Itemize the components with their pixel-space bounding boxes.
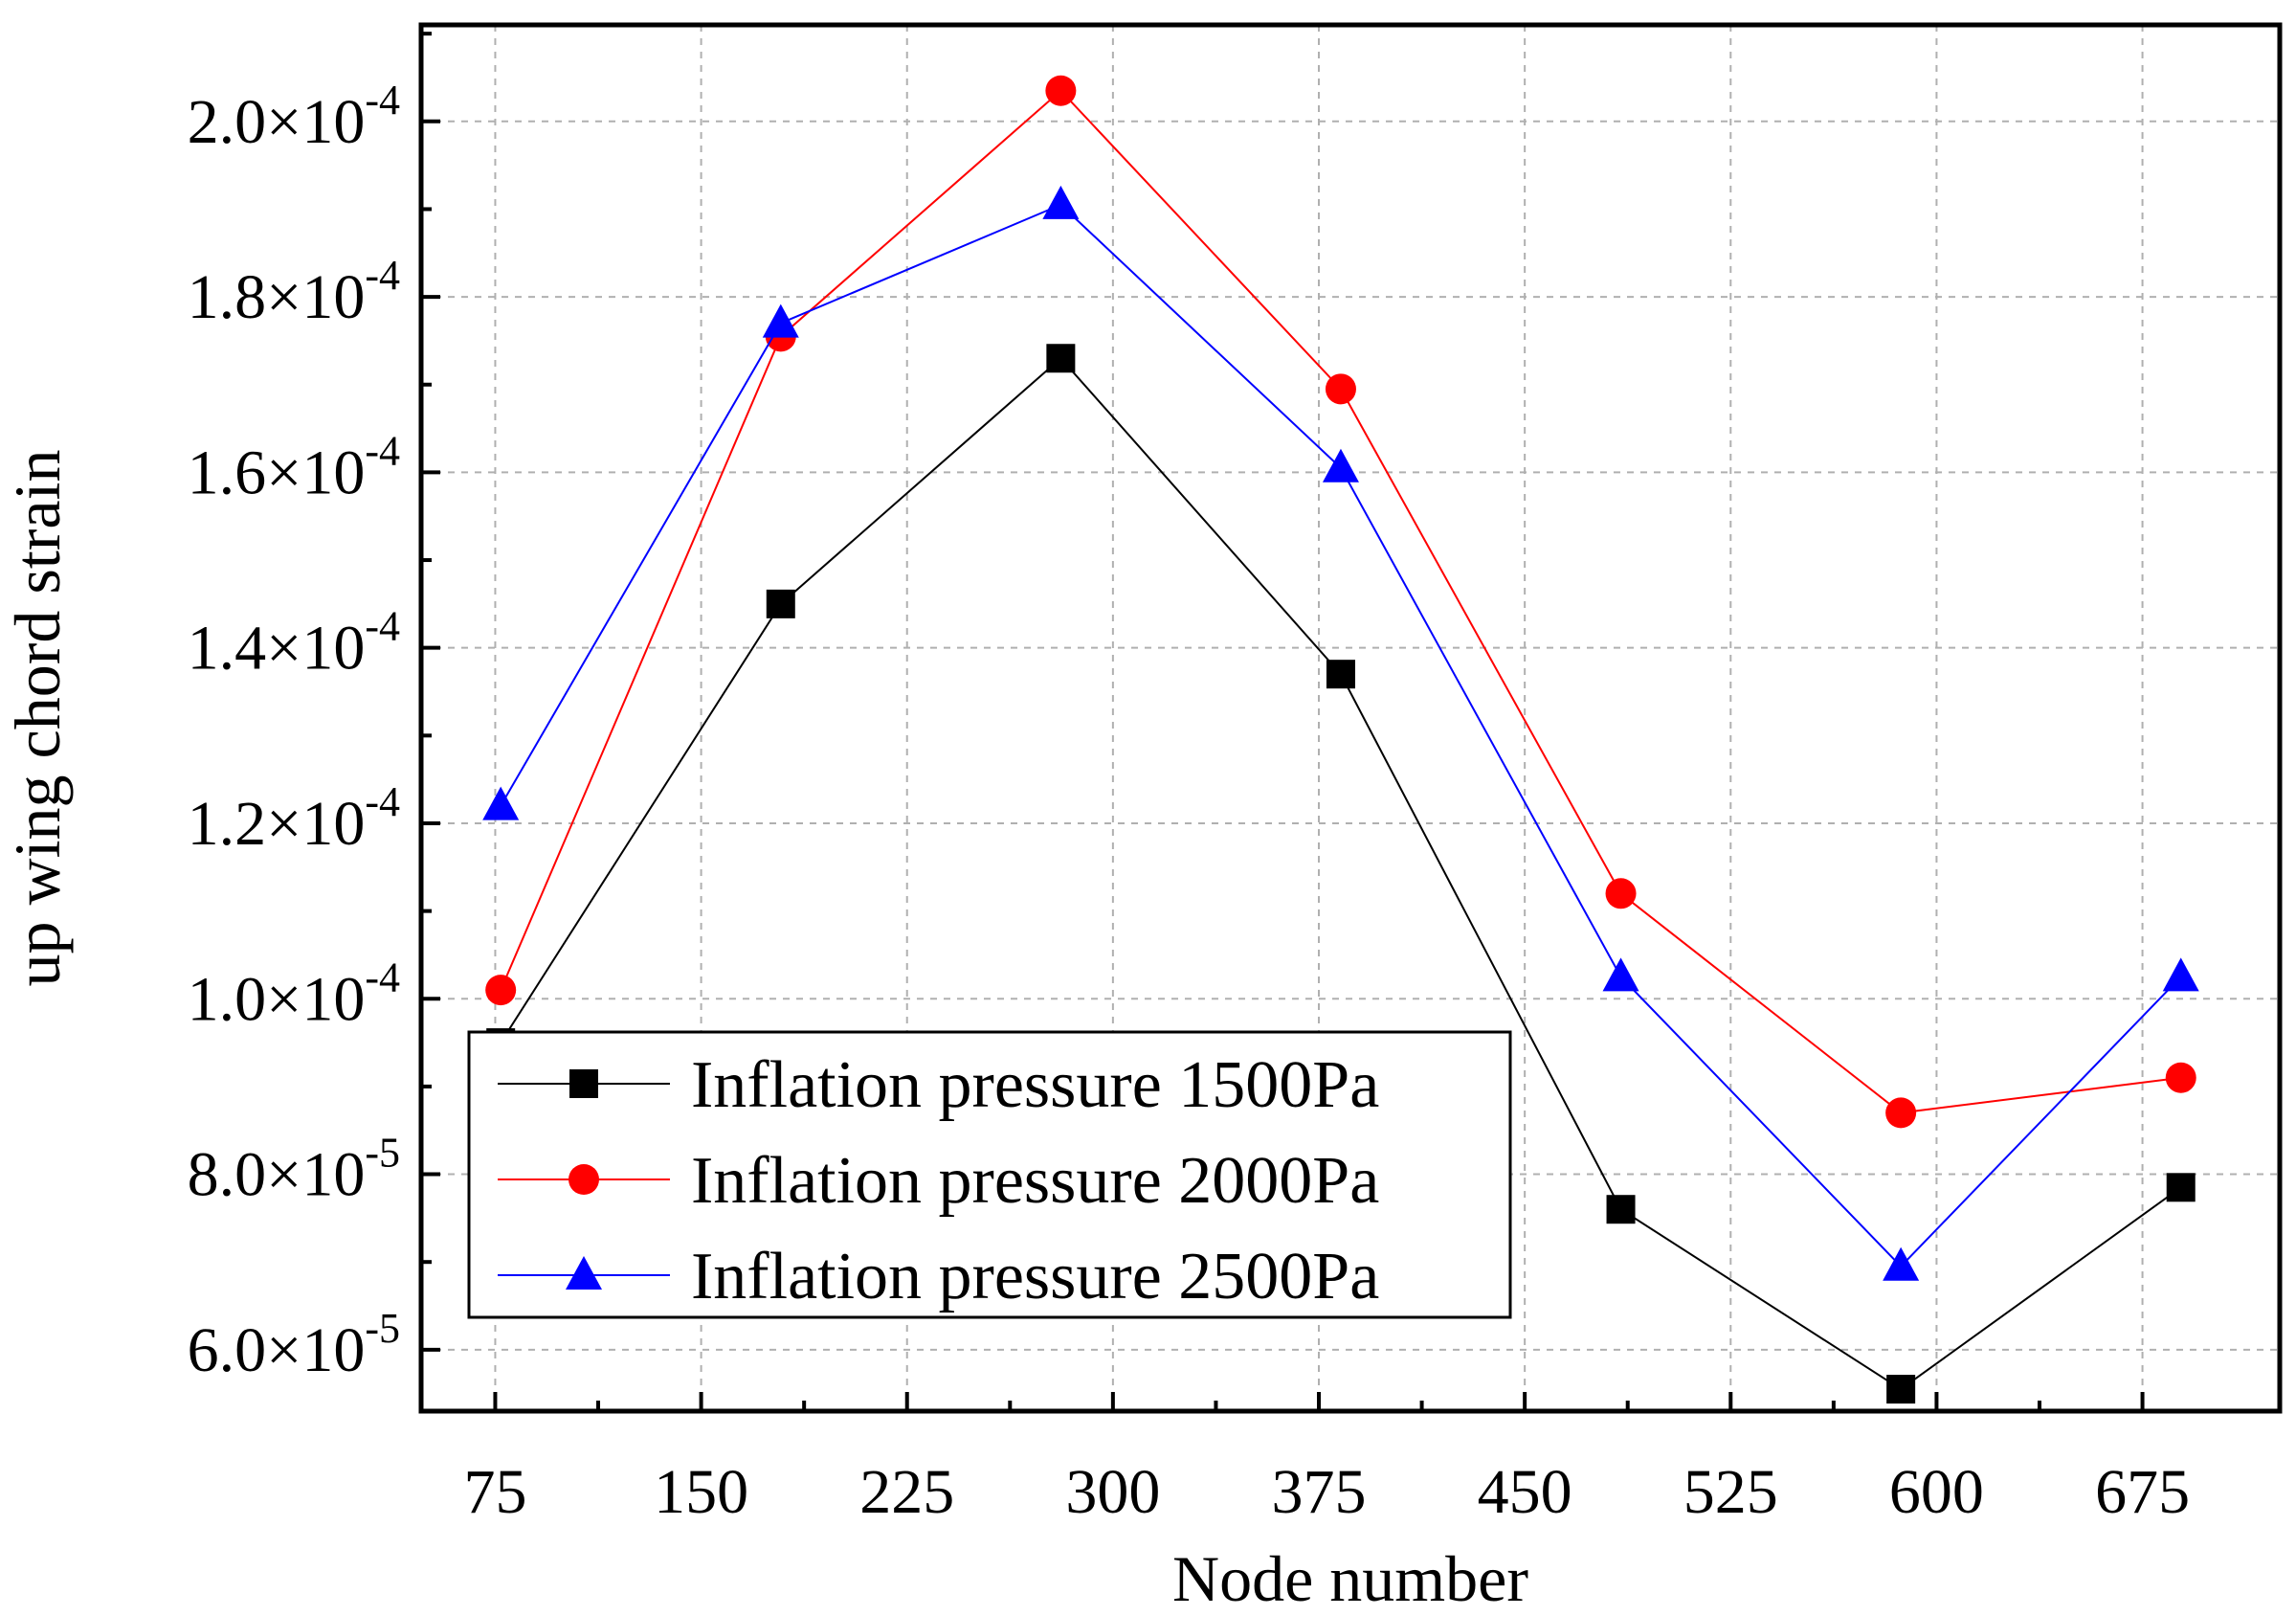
legend-marker-square <box>569 1069 598 1098</box>
data-point-triangle <box>1322 448 1359 483</box>
data-point-square <box>1886 1375 1916 1404</box>
data-point-circle <box>1605 878 1637 909</box>
y-tick-label: 2.0×10-4 <box>188 77 400 157</box>
y-tick-mantissa: 1.2×10 <box>188 789 366 859</box>
data-point-triangle <box>2162 957 2199 992</box>
series-inflation-pressure-2000pa <box>485 75 2196 1129</box>
x-tick-label: 300 <box>1065 1457 1160 1527</box>
data-point-square <box>2166 1173 2196 1202</box>
x-axis-title: Node number <box>1172 1542 1528 1615</box>
y-tick-mantissa: 8.0×10 <box>188 1140 366 1210</box>
y-tick-exponent: -4 <box>365 603 400 650</box>
data-point-square <box>1326 660 1355 689</box>
y-tick-exponent: -5 <box>365 1130 400 1177</box>
x-tick-label: 75 <box>463 1457 526 1527</box>
x-tick-label: 150 <box>654 1457 748 1527</box>
data-point-square <box>766 589 795 618</box>
x-tick-label: 675 <box>2095 1457 2190 1527</box>
y-tick-label: 6.0×10-5 <box>188 1305 400 1385</box>
y-tick-exponent: -4 <box>365 427 400 474</box>
y-tick-label: 1.4×10-4 <box>188 603 400 684</box>
data-point-square <box>1606 1195 1636 1224</box>
x-tick-label: 450 <box>1478 1457 1572 1527</box>
data-point-circle <box>1325 373 1356 405</box>
data-point-circle <box>485 975 517 1006</box>
y-tick-exponent: -5 <box>365 1305 400 1352</box>
y-tick-label: 8.0×10-5 <box>188 1130 400 1210</box>
legend-label: Inflation pressure 1500Pa <box>691 1048 1379 1122</box>
y-tick-exponent: -4 <box>365 778 400 825</box>
legend-label: Inflation pressure 2000Pa <box>691 1144 1379 1218</box>
data-point-triangle <box>762 303 799 338</box>
y-tick-mantissa: 6.0×10 <box>188 1315 366 1385</box>
y-tick-label: 1.0×10-4 <box>188 954 400 1034</box>
legend-marker-triangle <box>566 1256 602 1290</box>
y-tick-mantissa: 1.6×10 <box>188 438 366 507</box>
data-point-triangle <box>1042 185 1080 219</box>
y-tick-mantissa: 2.0×10 <box>188 87 366 157</box>
legend-label: Inflation pressure 2500Pa <box>691 1240 1379 1313</box>
legend-box <box>467 1030 1512 1319</box>
data-point-triangle <box>1602 957 1639 992</box>
x-tick-label: 600 <box>1889 1457 1984 1527</box>
data-point-triangle <box>1883 1246 1920 1281</box>
y-tick-mantissa: 1.0×10 <box>188 964 366 1034</box>
y-tick-label: 1.6×10-4 <box>188 427 400 507</box>
x-tick-label: 225 <box>859 1457 954 1527</box>
x-tick-label: 525 <box>1683 1457 1778 1527</box>
y-tick-exponent: -4 <box>365 77 400 123</box>
series-inflation-pressure-2500pa <box>482 185 2199 1281</box>
data-point-triangle <box>482 786 520 820</box>
legend-marker-circle <box>568 1164 599 1195</box>
data-point-circle <box>1885 1097 1917 1129</box>
legend: Inflation pressure 1500Pa Inflation press… <box>467 1030 1512 1319</box>
y-tick-exponent: -4 <box>365 252 400 299</box>
y-tick-label: 1.8×10-4 <box>188 252 400 332</box>
x-tick-label: 375 <box>1272 1457 1367 1527</box>
plot-frame <box>418 22 2283 1414</box>
y-tick-mantissa: 1.4×10 <box>188 614 366 684</box>
y-axis-title: up wing chord strain <box>1 450 74 987</box>
series-line <box>500 89 2181 1114</box>
data-point-circle <box>2165 1062 2196 1093</box>
y-tick-exponent: -4 <box>365 954 400 1000</box>
y-tick-mantissa: 1.8×10 <box>188 262 366 332</box>
axis-ticks: 75 150 225 300 375 450 525 600 6756.0×10-58.0×10… <box>188 32 2190 1527</box>
data-point-square <box>1046 344 1076 373</box>
y-tick-label: 1.2×10-4 <box>188 778 400 859</box>
data-point-circle <box>1045 75 1077 106</box>
